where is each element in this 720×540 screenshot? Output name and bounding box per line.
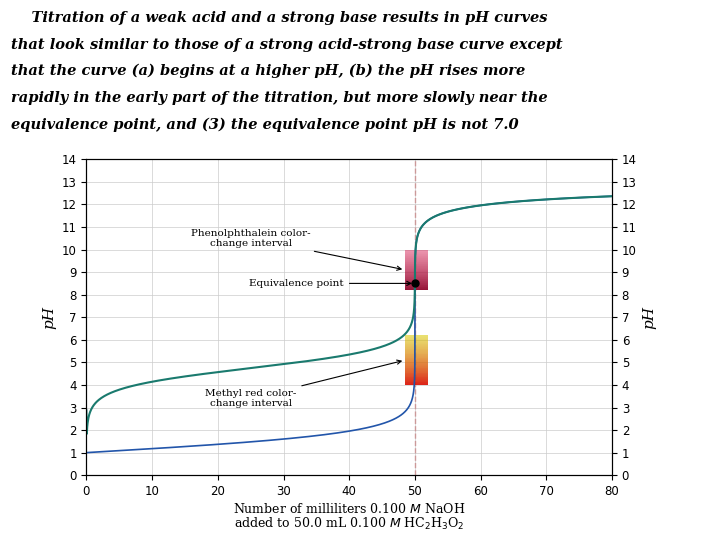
Bar — [405, 360, 428, 361]
Bar — [405, 343, 428, 345]
Text: Titration of a weak acid and a strong base results in pH curves: Titration of a weak acid and a strong ba… — [11, 11, 547, 25]
Text: rapidly in the early part of the titration, but more slowly near the: rapidly in the early part of the titrati… — [11, 91, 547, 105]
Bar — [405, 273, 428, 274]
Bar — [405, 357, 428, 359]
Bar — [405, 275, 428, 276]
Bar — [405, 269, 428, 270]
Bar — [405, 381, 428, 382]
Bar — [405, 353, 428, 354]
Bar — [405, 368, 428, 369]
Bar — [405, 281, 428, 282]
Bar — [405, 262, 428, 263]
Bar — [405, 379, 428, 380]
Y-axis label: pH: pH — [642, 306, 656, 329]
Bar — [405, 366, 428, 367]
Bar — [405, 280, 428, 281]
Bar — [405, 272, 428, 273]
Bar — [405, 274, 428, 275]
Bar — [405, 278, 428, 279]
Bar — [405, 364, 428, 365]
Text: Phenolphthalein color-
change interval: Phenolphthalein color- change interval — [191, 228, 401, 270]
Bar — [405, 367, 428, 368]
Bar — [405, 354, 428, 355]
Bar — [405, 261, 428, 262]
Bar — [405, 373, 428, 374]
Bar — [405, 348, 428, 349]
Bar — [405, 375, 428, 376]
Text: equivalence point, and (3) the equivalence point pH is not 7.0: equivalence point, and (3) the equivalen… — [11, 118, 518, 132]
Bar — [405, 359, 428, 360]
Text: that the curve (a) begins at a higher pH, (b) the pH rises more: that the curve (a) begins at a higher pH… — [11, 64, 525, 78]
Bar — [405, 283, 428, 284]
Bar — [405, 371, 428, 372]
Bar — [405, 361, 428, 362]
Bar — [405, 282, 428, 283]
Bar — [405, 345, 428, 346]
Bar — [405, 356, 428, 357]
Bar — [405, 372, 428, 373]
Bar — [405, 267, 428, 268]
Bar — [405, 337, 428, 338]
Bar — [405, 338, 428, 339]
Text: added to 50.0 mL 0.100 $\mathit{M}$ HC$_2$H$_3$O$_2$: added to 50.0 mL 0.100 $\mathit{M}$ HC$_… — [234, 516, 464, 532]
Bar — [405, 250, 428, 251]
Bar — [405, 349, 428, 350]
Bar — [405, 287, 428, 288]
Bar — [405, 377, 428, 379]
Bar — [405, 339, 428, 340]
Bar — [405, 249, 428, 250]
Text: Methyl red color-
change interval: Methyl red color- change interval — [205, 360, 401, 408]
Bar — [405, 279, 428, 280]
Bar — [405, 352, 428, 353]
Bar — [405, 263, 428, 264]
Bar — [405, 260, 428, 261]
Bar — [405, 289, 428, 290]
Bar — [405, 374, 428, 375]
Bar — [405, 365, 428, 366]
Bar — [405, 342, 428, 343]
Bar — [405, 370, 428, 371]
Bar — [405, 270, 428, 271]
Bar — [405, 382, 428, 383]
Bar — [405, 254, 428, 255]
Bar — [405, 336, 428, 337]
Bar — [405, 271, 428, 272]
Y-axis label: pH: pH — [42, 306, 56, 329]
Bar — [405, 268, 428, 269]
Text: Number of milliliters 0.100 $\mathit{M}$ NaOH: Number of milliliters 0.100 $\mathit{M}$… — [233, 502, 465, 516]
Bar — [405, 350, 428, 351]
Text: that look similar to those of a strong acid-strong base curve except: that look similar to those of a strong a… — [11, 38, 562, 51]
Bar — [405, 351, 428, 352]
Bar — [405, 256, 428, 257]
Bar — [405, 341, 428, 342]
Text: Equivalence point: Equivalence point — [249, 279, 411, 288]
Bar — [405, 285, 428, 286]
Bar — [405, 266, 428, 267]
Bar — [405, 369, 428, 370]
Bar — [405, 340, 428, 341]
Bar — [405, 251, 428, 252]
Bar — [405, 259, 428, 260]
Bar — [405, 380, 428, 381]
Bar — [405, 384, 428, 385]
Bar — [405, 376, 428, 377]
Bar — [405, 288, 428, 289]
Bar — [405, 335, 428, 336]
Bar — [405, 363, 428, 364]
Bar — [405, 286, 428, 287]
Bar — [405, 252, 428, 253]
Bar — [405, 255, 428, 256]
Bar — [405, 355, 428, 356]
Bar — [405, 362, 428, 363]
Bar — [405, 276, 428, 278]
Bar — [405, 347, 428, 348]
Bar — [405, 284, 428, 285]
Bar — [405, 383, 428, 384]
Bar — [405, 258, 428, 259]
Bar — [405, 346, 428, 347]
Bar — [405, 264, 428, 265]
Bar — [405, 253, 428, 254]
Bar — [405, 265, 428, 266]
Bar — [405, 257, 428, 258]
